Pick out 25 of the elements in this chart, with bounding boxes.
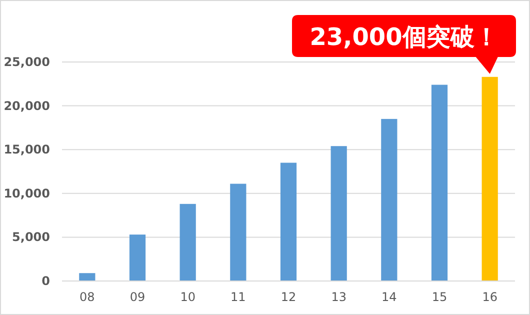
x-tick-label: 11 [230,290,246,304]
x-tick-label: 09 [130,290,146,304]
x-tick-label: 10 [180,290,196,304]
x-tick-label: 14 [382,290,397,304]
y-tick-label: 25,000 [4,55,50,69]
x-tick-label: 15 [432,290,448,304]
x-tick-label: 12 [280,290,296,304]
bar [280,162,297,281]
bar [431,84,448,281]
y-tick-label: 0 [42,274,50,288]
bar [180,204,196,281]
y-tick-label: 10,000 [4,186,50,200]
annotation: 23,000個突破！ [310,23,498,51]
bar [381,118,398,281]
y-tick-label: 5,000 [12,230,50,244]
x-tick-label: 08 [80,290,95,304]
bar [230,184,246,281]
y-tick-label: 20,000 [4,98,50,113]
x-tick-label: 13 [331,290,346,304]
bar [129,234,146,281]
bar [482,76,498,281]
x-tick-label: 16 [482,290,498,304]
bar [79,273,96,281]
bar [330,146,347,281]
y-tick-label: 15,000 [4,142,50,157]
